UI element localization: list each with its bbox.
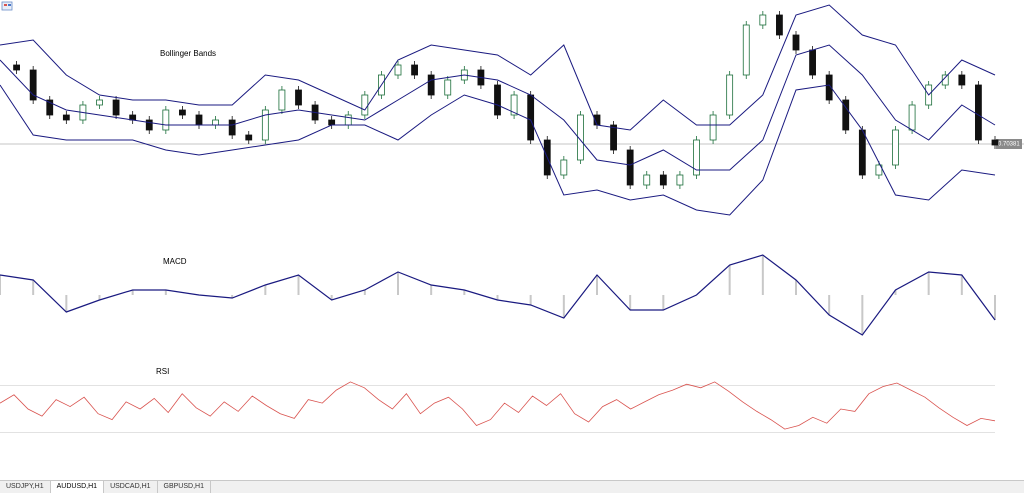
candle	[162, 109, 170, 131]
candle	[643, 174, 651, 186]
candle	[875, 164, 883, 176]
candle	[908, 104, 916, 131]
candle	[527, 94, 535, 141]
macd-bar	[297, 275, 300, 295]
macd-bar	[0, 275, 1, 295]
candle	[278, 89, 286, 111]
chart-icon-part	[8, 4, 11, 6]
symbol-tab[interactable]: USDJPY,H1	[0, 481, 51, 493]
macd-bar	[927, 272, 930, 295]
macd-bar	[264, 285, 267, 295]
candle	[195, 114, 203, 126]
candle	[975, 84, 982, 141]
macd-bar	[65, 295, 68, 312]
candle	[792, 34, 800, 51]
candle	[510, 94, 518, 116]
macd-bar	[231, 295, 234, 298]
candle	[709, 114, 717, 141]
candle	[676, 174, 684, 186]
candle	[29, 69, 37, 101]
macd-bar	[828, 295, 831, 315]
macd-bar	[960, 275, 963, 295]
candle	[742, 24, 750, 76]
panel-title: Bollinger Bands	[160, 49, 216, 58]
candle	[112, 99, 120, 116]
candle	[809, 49, 816, 76]
macd-bar	[164, 290, 167, 295]
symbol-tab[interactable]: GBPUSD,H1	[158, 481, 211, 493]
candle	[228, 119, 236, 136]
candle	[842, 99, 850, 131]
macd-bar	[596, 275, 598, 295]
macd-bar	[894, 290, 897, 295]
candle	[411, 64, 418, 76]
candle	[145, 119, 153, 131]
macd-bar	[131, 290, 134, 295]
candle	[494, 84, 501, 116]
panel-title: RSI	[156, 367, 169, 376]
candle	[825, 74, 833, 101]
symbol-tab[interactable]: USDCAD,H1	[104, 481, 158, 493]
macd-bar	[629, 295, 632, 310]
price-label-box	[996, 139, 1022, 149]
candle	[344, 114, 352, 126]
candle	[958, 74, 966, 86]
bollinger-band	[0, 44, 996, 171]
macd-bar	[529, 295, 532, 305]
candle	[328, 119, 336, 126]
candle	[361, 94, 369, 116]
tab-bar: USDJPY,H1 AUDUSD,H1 USDCAD,H1 GBPUSD,H1	[0, 480, 1024, 493]
candle	[776, 14, 783, 36]
candle	[991, 139, 999, 146]
candle	[858, 129, 866, 176]
candle	[96, 99, 103, 106]
macd-bar	[496, 295, 499, 300]
candle	[261, 109, 269, 141]
macd-bar	[728, 265, 731, 295]
candle	[46, 99, 54, 116]
candle	[13, 64, 20, 71]
macd-bar	[330, 295, 333, 300]
macd-bar	[98, 295, 101, 300]
candle	[62, 114, 70, 121]
candle	[179, 109, 186, 116]
chart-window: Bollinger Bands MACD RSI 0.70381	[0, 1, 1024, 433]
candle	[444, 79, 452, 96]
macd-bar	[430, 285, 433, 295]
rsi-line	[0, 381, 996, 430]
panel-title: MACD	[163, 257, 187, 266]
candle	[693, 139, 700, 176]
candle	[427, 74, 435, 96]
candle	[726, 74, 734, 116]
chart-icon-part	[4, 4, 7, 6]
candle	[245, 134, 253, 141]
candle	[212, 119, 219, 126]
bollinger-band	[0, 4, 996, 131]
candle	[659, 174, 667, 186]
macd-bar	[562, 295, 565, 318]
candle	[759, 14, 767, 26]
candle	[295, 89, 302, 106]
candle	[577, 114, 584, 161]
symbol-tab[interactable]: AUDUSD,H1	[50, 481, 105, 493]
candle	[560, 159, 568, 176]
macd-line	[0, 254, 996, 336]
macd-bar	[463, 290, 466, 295]
macd-bar	[795, 280, 797, 295]
candle	[610, 124, 617, 151]
macd-bar	[761, 255, 764, 295]
price-label: 0.70381	[998, 142, 1020, 148]
macd-bar	[363, 290, 366, 295]
macd-bar	[397, 272, 399, 295]
macd-bar	[662, 295, 665, 310]
macd-bar	[994, 295, 996, 320]
candle	[394, 64, 402, 76]
candle	[626, 149, 634, 186]
candle	[892, 129, 899, 166]
bollinger-band	[0, 84, 996, 216]
macd-bar	[861, 295, 864, 335]
macd-bar	[32, 280, 35, 295]
